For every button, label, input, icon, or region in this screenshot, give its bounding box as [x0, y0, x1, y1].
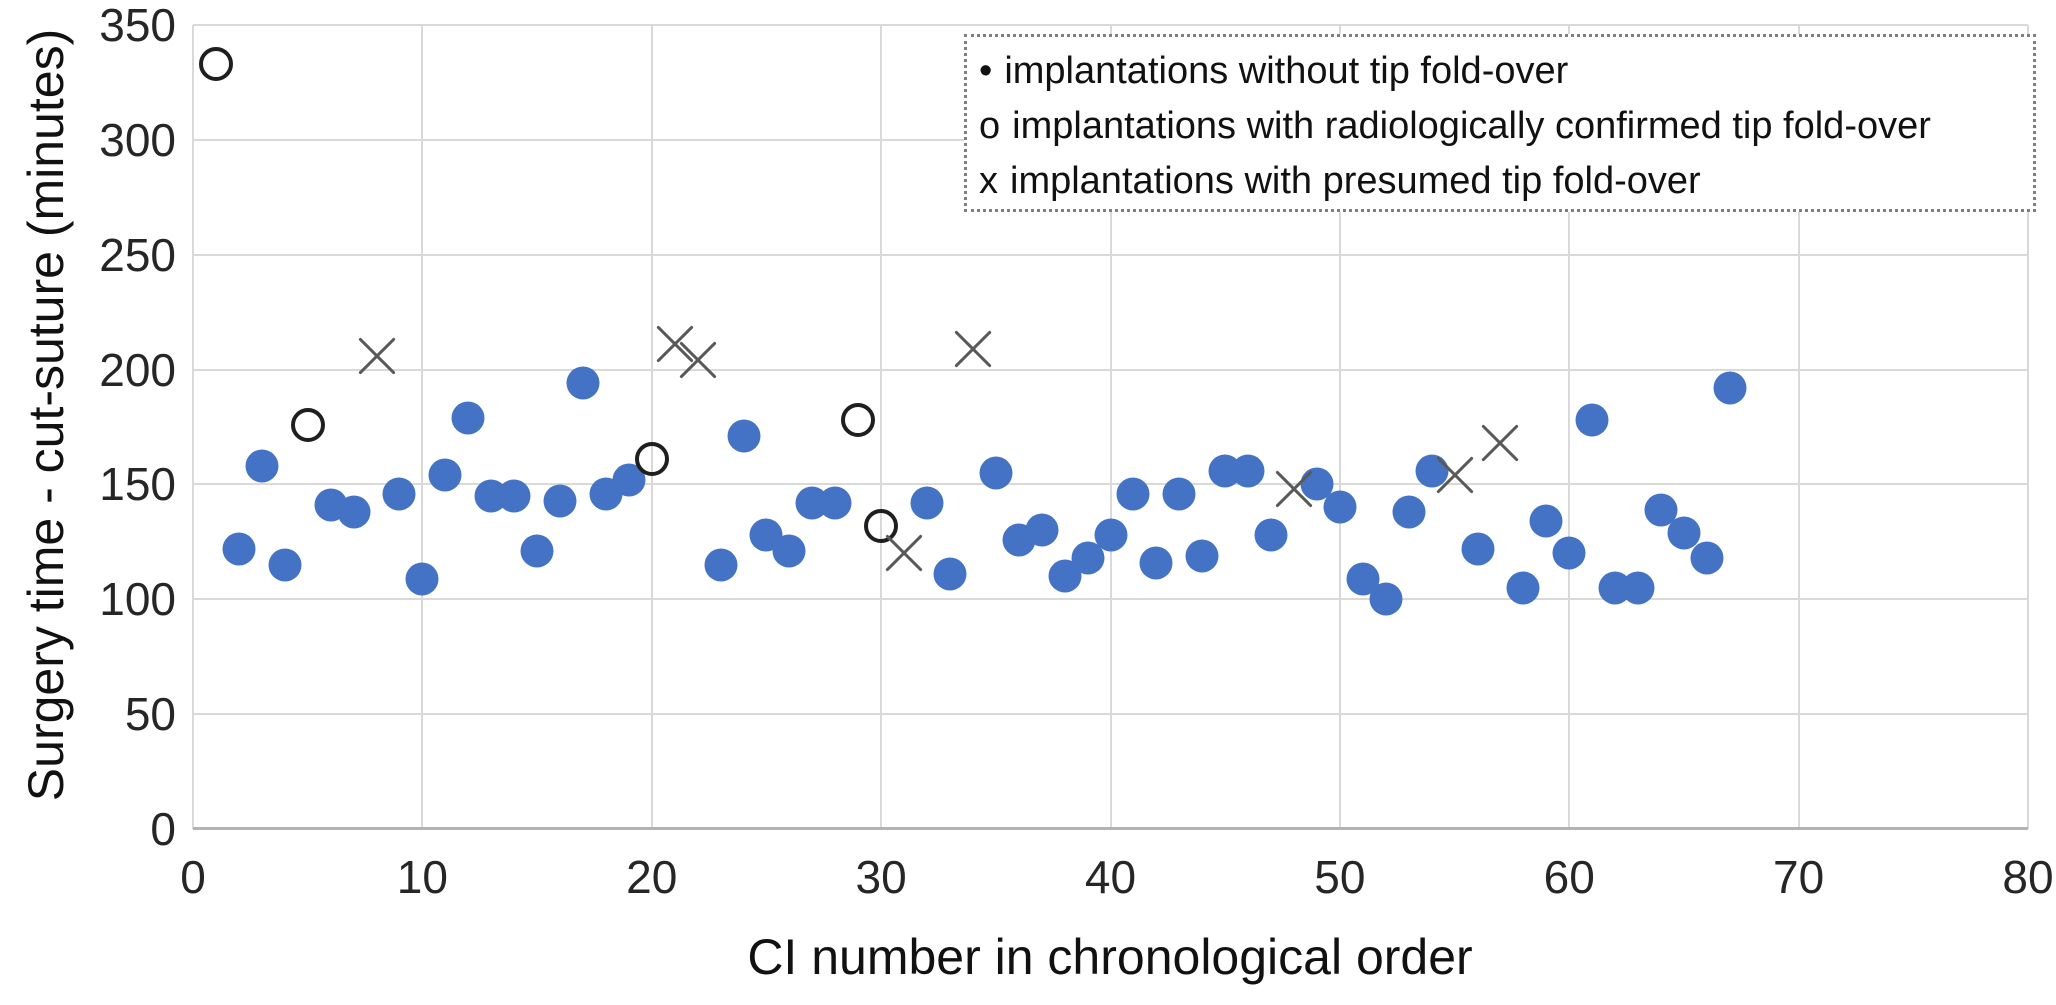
point-without-foldover [1621, 571, 1655, 605]
y-tick-label: 0 [150, 803, 176, 855]
point-without-foldover [1025, 513, 1059, 547]
point-without-foldover [1139, 546, 1173, 580]
point-confirmed-foldover [634, 442, 669, 477]
gridline-horizontal [193, 598, 2028, 601]
x-tick-label: 60 [1543, 851, 1595, 903]
x-tick-label: 40 [1084, 851, 1137, 903]
legend-label: implantations without tip fold-over [1004, 49, 1569, 92]
gridline-vertical [1109, 25, 1112, 829]
y-tick-label: 300 [99, 113, 176, 166]
point-presumed-foldover [357, 336, 397, 376]
y-tick-label: 100 [99, 573, 176, 626]
point-presumed-foldover [953, 329, 993, 369]
point-without-foldover [1369, 582, 1403, 616]
point-without-foldover [1506, 571, 1540, 605]
gridline-vertical [1568, 25, 1571, 829]
point-presumed-foldover [884, 533, 924, 573]
point-without-foldover [382, 477, 416, 511]
x-tick-label: 20 [626, 851, 678, 903]
point-without-foldover [979, 456, 1013, 490]
legend-label: implantations with radiologically confir… [1012, 104, 1931, 147]
legend-item: x implantations with presumed tip fold-o… [979, 155, 2027, 207]
gridline-vertical [880, 25, 883, 829]
y-tick-label: 200 [99, 343, 176, 396]
gridline-horizontal [193, 713, 2028, 716]
point-without-foldover [405, 562, 439, 596]
legend-marker-filled-dot: • [979, 49, 993, 92]
point-without-foldover [520, 534, 554, 568]
gridline-horizontal [193, 483, 2028, 486]
legend: • implantations without tip fold-over o … [964, 34, 2036, 212]
point-without-foldover [704, 548, 738, 582]
y-tick-label: 50 [124, 688, 176, 741]
gridline-horizontal [193, 368, 2028, 371]
point-without-foldover [1323, 490, 1357, 524]
gridline-vertical [2027, 25, 2029, 829]
x-tick-label: 30 [855, 851, 907, 903]
point-without-foldover [1575, 403, 1609, 437]
point-without-foldover [451, 401, 485, 435]
point-presumed-foldover [1274, 469, 1314, 509]
x-axis-title: CI number in chronological order [747, 929, 1473, 985]
point-presumed-foldover [1480, 423, 1520, 463]
point-without-foldover [727, 419, 760, 453]
x-tick-label: 50 [1314, 851, 1366, 903]
gridline-vertical [1797, 25, 1800, 829]
x-tick-label: 70 [1773, 851, 1825, 903]
point-without-foldover [566, 366, 600, 400]
point-presumed-foldover [1435, 455, 1475, 495]
point-without-foldover [497, 479, 531, 513]
y-tick-label: 150 [99, 458, 176, 511]
point-without-foldover [1254, 518, 1288, 552]
point-without-foldover [1185, 539, 1219, 573]
point-without-foldover [1529, 504, 1563, 538]
x-tick-label: 0 [180, 851, 206, 903]
legend-marker-x: x [979, 160, 998, 203]
point-confirmed-foldover [864, 508, 899, 543]
y-tick-label: 250 [99, 228, 176, 281]
point-without-foldover [222, 532, 256, 566]
legend-item: • implantations without tip fold-over [979, 45, 2027, 97]
gridline-horizontal [193, 24, 2028, 26]
point-confirmed-foldover [841, 403, 876, 438]
gridline-horizontal [193, 253, 2028, 256]
point-without-foldover [1094, 518, 1127, 552]
point-confirmed-foldover [198, 47, 233, 82]
point-without-foldover [1116, 477, 1150, 511]
point-without-foldover [337, 495, 371, 529]
point-without-foldover [543, 484, 577, 517]
point-without-foldover [1162, 477, 1196, 511]
point-without-foldover [1667, 516, 1701, 550]
x-tick-label: 80 [2002, 851, 2054, 903]
point-without-foldover [1392, 495, 1426, 529]
point-without-foldover [245, 449, 279, 483]
point-without-foldover [818, 486, 852, 520]
point-without-foldover [1231, 454, 1265, 488]
point-without-foldover [772, 534, 806, 568]
point-without-foldover [428, 458, 462, 492]
gridline-vertical [192, 25, 194, 829]
gridline-vertical [421, 25, 424, 829]
legend-item: o implantations with radiologically conf… [979, 100, 2027, 152]
point-without-foldover [910, 486, 944, 520]
point-without-foldover [933, 557, 967, 591]
point-without-foldover [1690, 541, 1724, 575]
point-presumed-foldover [678, 340, 718, 380]
point-without-foldover [268, 548, 302, 582]
gridline-vertical [1338, 25, 1341, 829]
point-without-foldover [1461, 532, 1494, 566]
legend-marker-open-circle: o [979, 104, 1001, 147]
x-axis-line [193, 827, 2028, 830]
y-tick-label: 350 [99, 0, 176, 51]
legend-label: implantations with presumed tip fold-ove… [1010, 160, 1701, 203]
x-tick-label: 10 [396, 851, 448, 903]
gridline-vertical [650, 25, 653, 829]
point-without-foldover [1552, 536, 1586, 570]
point-confirmed-foldover [290, 407, 325, 442]
point-without-foldover [1713, 371, 1747, 405]
